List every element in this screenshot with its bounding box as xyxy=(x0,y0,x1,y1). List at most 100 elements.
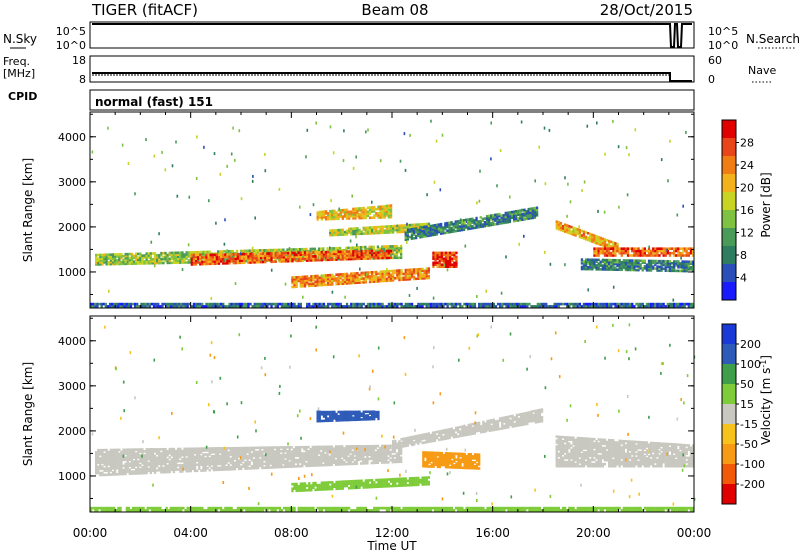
cell xyxy=(370,455,373,458)
cell xyxy=(415,270,418,273)
noise-cell xyxy=(367,128,369,132)
cell xyxy=(371,276,374,280)
cell xyxy=(531,216,534,220)
cell xyxy=(622,302,625,306)
cell xyxy=(555,227,558,230)
cell xyxy=(402,272,405,276)
cell xyxy=(481,223,484,226)
cell xyxy=(533,216,537,219)
cell xyxy=(662,263,665,267)
cell xyxy=(348,276,351,279)
cell xyxy=(421,267,424,271)
cell xyxy=(126,456,129,460)
noise-cell xyxy=(343,129,345,133)
cell xyxy=(517,302,521,306)
cell xyxy=(444,263,448,266)
cell xyxy=(624,262,628,266)
cell xyxy=(371,305,374,308)
cell xyxy=(584,238,588,241)
cell xyxy=(677,262,680,265)
cell xyxy=(189,461,192,465)
cell xyxy=(177,257,180,260)
cell xyxy=(406,268,409,272)
cell xyxy=(589,260,592,263)
cell xyxy=(139,454,142,457)
cell xyxy=(527,213,530,217)
cell xyxy=(614,251,617,255)
cell xyxy=(446,265,450,268)
cell xyxy=(249,256,252,260)
cell xyxy=(257,464,260,468)
cell xyxy=(296,446,300,449)
cell xyxy=(330,247,333,250)
cell xyxy=(496,222,499,226)
cell xyxy=(248,456,251,460)
cell xyxy=(280,258,284,261)
noise-cell xyxy=(544,250,546,254)
cell xyxy=(227,250,230,253)
cell xyxy=(116,450,119,454)
noise-cell xyxy=(315,121,317,125)
cell xyxy=(345,250,349,253)
cell xyxy=(341,250,344,253)
cell xyxy=(223,464,226,467)
cell xyxy=(366,249,370,253)
cell xyxy=(385,227,388,230)
cell xyxy=(149,461,152,465)
cell xyxy=(153,448,157,451)
cell xyxy=(126,458,129,462)
cell xyxy=(336,457,340,460)
cell xyxy=(101,461,104,464)
cell xyxy=(217,449,220,452)
cell xyxy=(376,457,380,460)
cell xyxy=(436,251,439,255)
cell xyxy=(345,215,349,218)
cell xyxy=(187,451,190,455)
cell xyxy=(141,450,144,453)
noise-cell xyxy=(302,295,304,299)
cell xyxy=(685,247,688,250)
cell xyxy=(97,457,100,460)
cell xyxy=(229,465,232,469)
cell xyxy=(629,261,632,264)
cell xyxy=(314,284,317,287)
cell xyxy=(689,262,693,265)
cell xyxy=(182,302,185,306)
cell xyxy=(329,215,332,219)
cell xyxy=(122,254,125,258)
cell xyxy=(331,254,334,258)
cell xyxy=(124,252,127,256)
cell xyxy=(308,255,311,258)
cell xyxy=(633,247,636,250)
cell xyxy=(614,266,617,270)
cell xyxy=(337,233,340,237)
cell xyxy=(329,217,332,221)
cell xyxy=(152,305,156,308)
cell xyxy=(320,461,323,465)
cell xyxy=(597,254,600,257)
cell xyxy=(278,454,281,457)
cell xyxy=(333,277,336,280)
cell xyxy=(681,260,684,263)
cell xyxy=(308,279,311,282)
cell xyxy=(662,251,665,255)
cell xyxy=(631,302,634,306)
cell xyxy=(206,453,209,456)
cell xyxy=(177,255,180,258)
cell xyxy=(257,249,260,252)
cell xyxy=(622,261,625,264)
cell xyxy=(425,276,428,280)
cell xyxy=(637,302,640,306)
cell xyxy=(316,302,319,306)
cell xyxy=(410,225,414,229)
cell xyxy=(328,455,331,459)
cell xyxy=(650,305,653,308)
cell xyxy=(114,460,117,464)
cell xyxy=(356,273,359,277)
cell xyxy=(144,305,147,308)
cell xyxy=(132,454,136,457)
cell xyxy=(568,305,571,308)
cell xyxy=(149,453,152,457)
cell xyxy=(290,465,293,468)
cell xyxy=(381,274,384,277)
